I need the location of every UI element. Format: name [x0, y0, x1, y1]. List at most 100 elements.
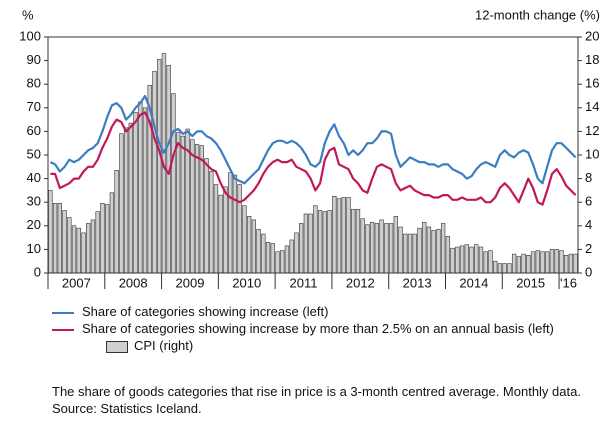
- legend: Share of categories showing increase (le…: [52, 303, 592, 354]
- y-tick-label: 30: [27, 194, 41, 209]
- bar: [213, 184, 219, 274]
- y-tick-label: 40: [27, 170, 41, 185]
- bar: [284, 245, 290, 274]
- bar: [308, 213, 313, 274]
- y2-tick-label: 0: [585, 264, 592, 279]
- bar: [573, 253, 578, 274]
- bar: [251, 219, 257, 274]
- y2-tick-label: 8: [585, 170, 592, 185]
- bar: [232, 174, 238, 274]
- bar: [488, 250, 493, 274]
- y2-tick-label: 10: [585, 146, 599, 161]
- bar: [303, 213, 309, 274]
- bar: [204, 158, 209, 274]
- bar: [157, 59, 162, 274]
- x-tick-label: 2015: [516, 275, 545, 290]
- y2-tick-label: 4: [585, 217, 592, 232]
- bar: [474, 244, 479, 274]
- bar: [535, 250, 540, 274]
- bar: [90, 219, 96, 274]
- legend-swatch: [106, 340, 128, 353]
- bar: [123, 127, 129, 274]
- bar: [545, 251, 550, 274]
- bar: [104, 204, 110, 274]
- y2-axis-label: 12-month change (%): [475, 7, 600, 22]
- notes: The share of goods categories that rise …: [52, 383, 592, 417]
- x-tick-label: 2007: [62, 275, 91, 290]
- bar: [48, 190, 53, 274]
- y-tick-label: 70: [27, 99, 41, 114]
- bar: [445, 236, 451, 274]
- bar: [294, 232, 299, 274]
- bar: [114, 170, 119, 274]
- bar: [223, 186, 228, 274]
- bar: [228, 172, 233, 274]
- bar: [559, 250, 564, 274]
- bar: [67, 217, 72, 274]
- bar: [52, 203, 58, 274]
- bar: [568, 253, 574, 274]
- bar: [256, 229, 261, 274]
- y2-tick-label: 18: [585, 52, 599, 67]
- bar: [526, 255, 531, 274]
- legend-item: Share of categories showing increase (le…: [52, 303, 592, 320]
- bar: [71, 225, 77, 274]
- bar: [417, 227, 422, 274]
- bar: [57, 203, 62, 274]
- bar: [152, 70, 157, 274]
- bar: [190, 139, 195, 274]
- x-tick-label: 2013: [403, 275, 432, 290]
- bar: [388, 223, 394, 274]
- bar: [194, 144, 200, 274]
- y-tick-label: 90: [27, 52, 41, 67]
- legend-label: CPI (right): [134, 338, 194, 353]
- bar: [171, 93, 176, 274]
- bar: [209, 171, 214, 274]
- x-tick-label: 2010: [232, 275, 261, 290]
- bar: [81, 232, 86, 274]
- bar: [180, 135, 186, 274]
- legend-item: Share of categories showing increase by …: [52, 320, 592, 354]
- bar: [109, 192, 115, 274]
- y-tick-label: 100: [19, 28, 41, 43]
- bar: [95, 211, 100, 274]
- note: The share of goods categories that rise …: [52, 384, 581, 399]
- y-tick-label: 10: [27, 241, 41, 256]
- x-tick-label: 2014: [459, 275, 488, 290]
- y2-tick-label: 6: [585, 194, 592, 209]
- y2-tick-label: 20: [585, 28, 599, 43]
- bar: [346, 197, 351, 274]
- source: Source: Statistics Iceland.: [52, 401, 202, 416]
- bar: [175, 132, 181, 274]
- bar: [218, 194, 223, 274]
- bar: [332, 196, 337, 274]
- chart: % 12-month change (%) 010203040506070809…: [19, 7, 600, 290]
- line: [50, 111, 577, 206]
- bar: [478, 246, 484, 274]
- bar: [289, 239, 294, 274]
- bar: [507, 263, 512, 274]
- bar: [403, 233, 408, 274]
- bar: [327, 210, 332, 274]
- bar: [436, 229, 441, 274]
- bar: [142, 107, 148, 274]
- bar: [360, 218, 365, 274]
- y-tick-label: 80: [27, 76, 41, 91]
- y2-tick-label: 14: [585, 99, 599, 114]
- bar: [554, 249, 559, 274]
- y2-tick-label: 2: [585, 241, 592, 256]
- bar: [299, 223, 304, 274]
- bar: [450, 247, 455, 274]
- bar: [280, 250, 285, 274]
- bar: [549, 249, 555, 274]
- bar: [374, 223, 380, 274]
- bar: [426, 226, 432, 274]
- bar: [355, 208, 361, 274]
- y-tick-label: 0: [34, 264, 41, 279]
- bar: [521, 253, 526, 274]
- x-tick-label: 2009: [176, 275, 205, 290]
- bar: [275, 251, 280, 274]
- bar: [237, 184, 242, 274]
- bar: [76, 227, 81, 274]
- bar: [62, 210, 67, 274]
